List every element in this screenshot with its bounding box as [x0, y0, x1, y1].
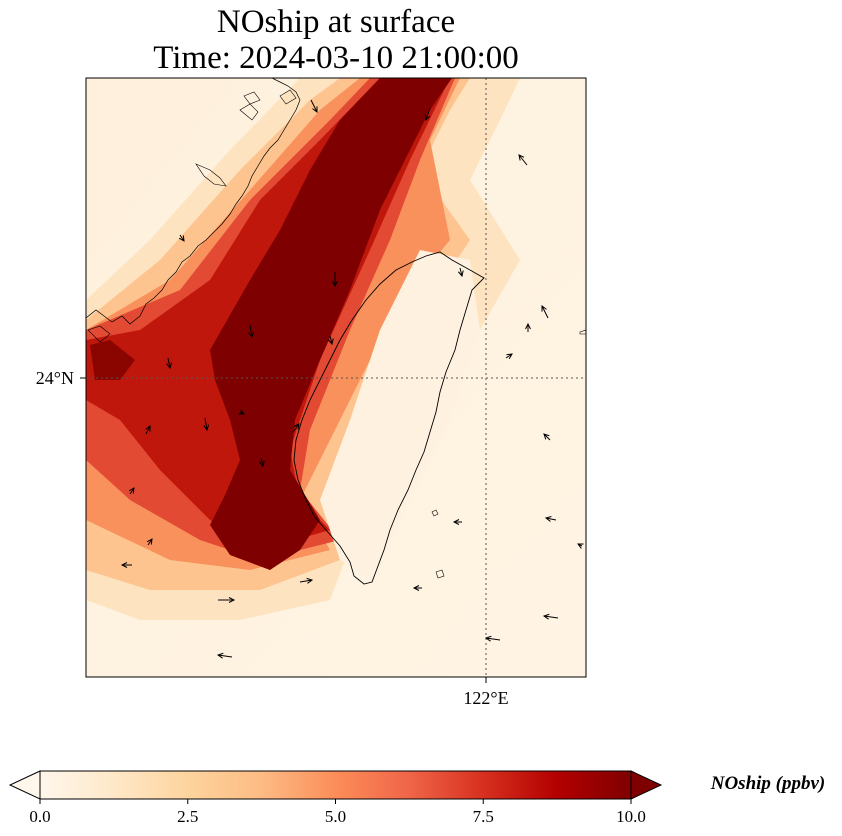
wind-arrow — [518, 154, 528, 166]
wind-arrow — [120, 562, 132, 568]
colorbar-tick-label: 5.0 — [325, 807, 346, 826]
taiwan-coastline — [293, 251, 485, 585]
wind-arrow — [238, 409, 245, 415]
lon-tick-label: 122°E — [463, 688, 508, 708]
wind-arrow — [146, 538, 153, 546]
colorbar-ticks: 0.0 2.5 5.0 7.5 10.0 — [29, 799, 646, 826]
wind-arrow — [525, 322, 531, 332]
lat-tick-label: 24°N — [36, 368, 74, 388]
wind-arrow — [327, 335, 334, 346]
islands — [431, 329, 586, 579]
wind-arrow — [145, 425, 151, 435]
title-line-1: NOship at surface — [216, 4, 456, 40]
wind-arrow — [332, 272, 338, 288]
wind-arrow — [424, 107, 431, 122]
wind-arrow — [457, 267, 464, 278]
plume-east-clear — [320, 250, 480, 580]
china-coastline-inlets — [87, 89, 297, 343]
wind-arrow — [310, 99, 318, 113]
wind-arrow — [541, 305, 549, 319]
wind-arrow — [258, 457, 265, 468]
colorbar-tick-label: 2.5 — [177, 807, 198, 826]
wind-arrows — [120, 99, 584, 659]
colorbar-extend-min — [8, 770, 41, 800]
wind-arrow — [203, 417, 210, 432]
colorbar-tick-label: 0.0 — [29, 807, 50, 826]
title-line-2: Time: 2024-03-10 21:00:00 — [153, 40, 519, 76]
wind-arrow — [484, 635, 501, 642]
wind-arrow — [542, 613, 559, 620]
wind-arrow — [544, 516, 557, 522]
concentration-field — [86, 78, 586, 677]
colorbar-tick-label: 7.5 — [473, 807, 494, 826]
wind-arrow — [178, 234, 185, 242]
wind-arrow — [218, 597, 236, 603]
plume-core — [210, 78, 452, 570]
wind-arrow — [505, 353, 513, 360]
colorbar-tick-label: 10.0 — [616, 807, 646, 826]
wind-arrow — [412, 585, 422, 591]
wind-arrow — [452, 519, 462, 525]
plume-core-west — [90, 340, 135, 380]
wind-arrow — [216, 652, 233, 659]
wind-arrow — [128, 487, 135, 495]
chart-title: NOship at surface Time: 2024-03-10 21:00… — [86, 4, 586, 76]
wind-arrow — [299, 577, 314, 584]
china-coastline — [86, 78, 301, 325]
colorbar-extend-max — [630, 770, 663, 800]
wind-arrow — [166, 357, 172, 370]
wind-arrow — [543, 433, 551, 441]
colorbar-body — [39, 770, 632, 800]
colorbar-title: NOship (ppbv) — [710, 773, 826, 794]
wind-arrow — [577, 543, 584, 549]
wind-arrow — [248, 324, 255, 339]
wind-arrow — [292, 423, 300, 433]
